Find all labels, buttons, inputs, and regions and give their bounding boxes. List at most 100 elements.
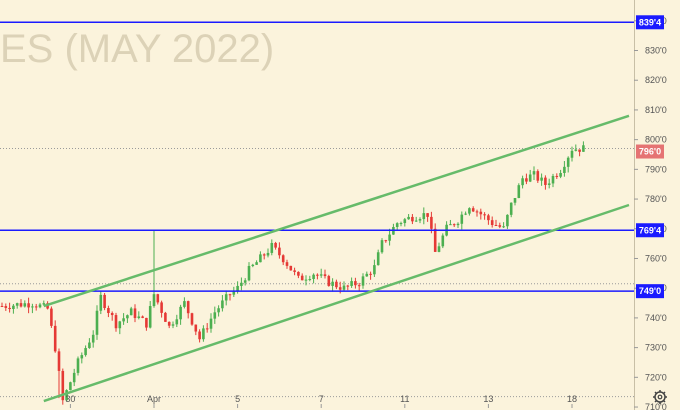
trend-lines[interactable] [43,114,630,403]
candle-body [259,254,262,263]
candle-body [555,175,559,177]
candle-body [57,351,61,371]
candle-body [232,290,236,295]
candle-body [23,303,27,307]
y-tick-label: 740'0 [645,313,667,323]
time-axis: 30 Apr 5 7 11 13 18 [65,394,577,408]
x-tick-label: 13 [483,394,493,404]
candle-body [118,321,122,329]
x-tick-label: 30 [65,394,75,404]
candle-body [240,282,243,286]
price-axis: 710'0720'0730'0740'0750'0760'0770'0780'0… [634,16,667,410]
candle-body [148,306,152,328]
y-tick-label: 820'0 [645,75,667,85]
candle-body [160,302,163,313]
trend-line[interactable] [43,203,630,403]
candle-body [137,316,141,319]
candle-body [145,317,148,328]
candle-body [456,223,460,226]
candle-body [72,372,76,383]
candle-body [61,370,65,401]
candle-body [407,216,410,220]
candle-body [152,294,156,307]
candle-body [525,178,528,182]
candle-body [411,216,414,222]
candle-body [293,270,296,272]
candle-body [15,303,19,306]
y-tick-label: 760'0 [645,253,667,263]
candle-body [509,202,513,215]
candle-body [69,382,72,391]
price-tag-box [636,223,664,238]
candle-body [323,274,327,277]
candle-body [95,310,99,335]
candle-body [475,211,479,213]
candle-body [126,315,129,319]
price-tag-label: 769'4 [639,225,661,235]
y-tick-label: 710'0 [645,402,667,410]
candle-body [369,273,372,275]
candle-body [266,252,270,256]
candle-body [103,294,106,309]
candle-body [357,285,361,287]
candle-body [426,213,429,217]
x-tick-label: Apr [147,394,161,404]
candle-body [190,313,194,325]
candle-body [300,275,304,281]
candle-body [494,225,498,227]
candle-body [213,312,217,319]
trend-line[interactable] [43,114,630,308]
candle-body [175,319,179,325]
candle-body [350,281,353,286]
candle-body [528,174,532,182]
candle-body [468,208,471,214]
candle-body [80,355,84,359]
candle-body [198,331,201,340]
candle-body [84,348,87,356]
candle-body [502,226,505,228]
candle-body [34,306,38,308]
candle-body [513,198,517,203]
candle-body [544,177,547,185]
candle-body [449,224,452,226]
candle-body [316,274,319,276]
candle-body [65,390,68,401]
candle-body [566,157,570,167]
candle-body [532,171,536,175]
price-tags: 839'4 769'4 749'0 796'0 [636,15,664,299]
candle-body [376,252,380,266]
candle-body [38,304,42,308]
candle-body [251,264,255,266]
candle-body [274,242,277,248]
candle-body [365,273,369,277]
candle-body [414,220,418,222]
candle-body [452,224,456,226]
candle-body [270,242,274,253]
candle-body [437,246,441,252]
candle-body [441,235,445,247]
candle-body [460,214,464,224]
candle-body [50,308,53,326]
plot-area [0,0,634,410]
candle-body [570,150,574,158]
price-tag-label: 839'4 [639,17,661,27]
candle-body [536,171,540,181]
candle-body [506,214,509,227]
candle-body [228,294,232,296]
price-tag-label: 796'0 [639,147,661,157]
candle-body [471,208,475,212]
candle-body [99,294,103,311]
candle-body [110,313,114,316]
horizontal-levels[interactable] [0,21,634,292]
candle-body [209,318,213,329]
y-tick-label: 800'0 [645,135,667,145]
settings-gear-icon[interactable] [653,390,667,404]
candle-body [380,240,384,253]
candle-body [179,306,182,320]
candle-body [395,223,399,228]
candle-body [247,265,251,281]
candle-body [171,324,175,326]
candle-body [91,334,95,343]
x-tick-label: 11 [400,394,409,404]
